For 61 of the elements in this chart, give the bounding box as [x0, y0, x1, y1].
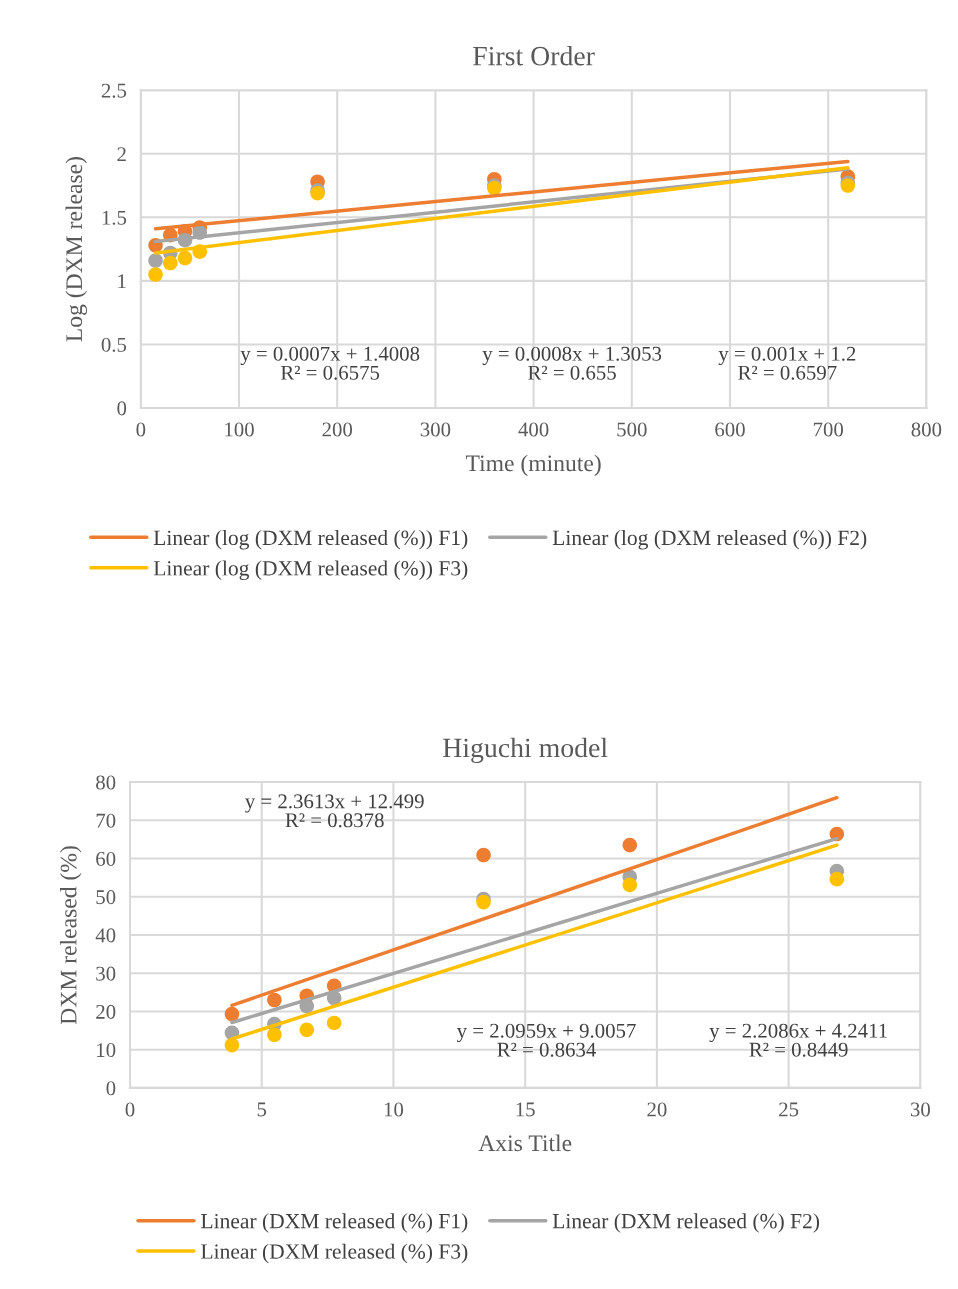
y-tick-label: 2: [117, 147, 126, 162]
annotation: y = 0.001x + 1.2 R² = 0.6597: [718, 346, 856, 380]
annotation: y = 2.3613x + 12.499 R² = 0.8378: [245, 794, 424, 828]
x-tick-label: 5: [257, 1102, 267, 1117]
x-tick-label: 300: [420, 422, 451, 437]
legend-label: Linear (log (DXM released (%)) F2): [552, 529, 867, 550]
x-tick-label: 400: [518, 422, 549, 437]
point: [267, 1027, 282, 1043]
legend-label: Linear (log (DXM released (%)) F3): [153, 560, 468, 581]
x-tick-label: 200: [322, 422, 353, 437]
point: [326, 1015, 342, 1031]
y-tick-label: 0.5: [101, 337, 127, 352]
x-tick-label: 25: [779, 1102, 799, 1117]
y-tick-label: 30: [96, 966, 116, 981]
y-axis-title: DXM released (%): [59, 846, 82, 1025]
x-tick-label: 10: [384, 1102, 404, 1117]
x-tick-label: 800: [911, 422, 942, 437]
y-tick-label: 0: [106, 1081, 116, 1096]
y-tick-label: 40: [95, 928, 116, 943]
legend-label: Linear (DXM released (%) F3): [201, 1243, 468, 1264]
point: [163, 255, 178, 271]
x-tick-label: 500: [617, 422, 647, 437]
x-tick-label: 600: [715, 422, 745, 437]
x-tick-label: 30: [910, 1102, 930, 1117]
point: [476, 847, 491, 863]
legend-label: Linear (DXM released (%) F2): [552, 1213, 820, 1233]
legend-label: Linear (log (DXM released (%)) F1): [153, 529, 468, 550]
y-tick-label: 2.5: [101, 83, 127, 98]
x-tick-label: 15: [516, 1102, 535, 1117]
y-tick-label: 20: [96, 1004, 116, 1019]
annotation: y = 2.2086x + 4.2411 R² = 0.8449: [709, 1023, 887, 1057]
annotation: y = 2.0959x + 9.0057 R² = 0.8634: [456, 1023, 636, 1057]
y-tick-label: 1: [118, 274, 126, 289]
y-axis-title: Log (DXM release): [65, 157, 88, 342]
y-tick-label: 50: [96, 890, 116, 905]
x-axis-title: Axis Title: [478, 1134, 572, 1152]
y-tick-label: 1.5: [102, 210, 127, 225]
point: [267, 992, 282, 1008]
annotation: y = 0.0008x + 1.3053 R² = 0.655: [482, 346, 662, 380]
chart-title: Higuchi model: [443, 737, 608, 764]
annotation: y = 0.0007x + 1.4008 R² = 0.6575: [240, 346, 420, 380]
x-axis-title: Time (minute): [465, 454, 601, 477]
x-tick-label: 100: [225, 422, 254, 437]
point: [622, 837, 638, 853]
x-tick-label: 0: [136, 422, 146, 437]
point: [148, 267, 163, 282]
point: [829, 871, 845, 887]
chart-title: First Order: [473, 45, 595, 66]
point: [148, 253, 163, 268]
y-tick-label: 80: [96, 775, 116, 790]
x-tick-label: 700: [813, 422, 844, 437]
point: [177, 250, 193, 266]
point: [224, 1006, 240, 1022]
point: [299, 1022, 315, 1038]
y-tick-label: 70: [96, 813, 116, 828]
point: [622, 877, 638, 893]
x-tick-label: 20: [647, 1102, 667, 1117]
y-tick-label: 10: [97, 1043, 116, 1058]
legend-label: Linear (DXM released (%) F1): [201, 1213, 468, 1233]
y-tick-label: 0: [117, 401, 127, 416]
y-tick-label: 60: [96, 851, 116, 866]
